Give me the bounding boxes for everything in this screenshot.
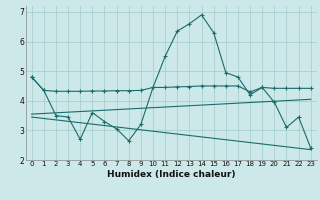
X-axis label: Humidex (Indice chaleur): Humidex (Indice chaleur) [107, 170, 236, 179]
